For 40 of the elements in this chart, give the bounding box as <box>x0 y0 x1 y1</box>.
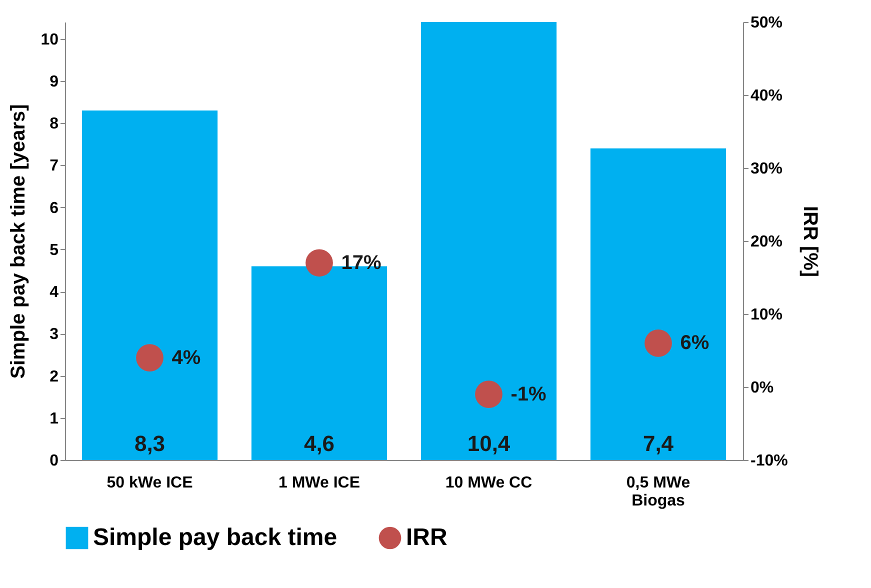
x-tick-label: 50 kWe ICE <box>106 474 194 492</box>
legend-label: IRR <box>406 524 448 551</box>
bar <box>82 110 218 460</box>
legend-label: Simple pay back time <box>93 524 338 551</box>
y-tick-label: 2 <box>50 368 59 386</box>
y2-tick-label: 50% <box>750 14 783 32</box>
y2-tick-label: 10% <box>750 306 783 324</box>
y-tick-label: 5 <box>50 242 59 259</box>
y-tick-label: 7 <box>50 158 59 175</box>
y-tick-label: 0 <box>50 452 59 470</box>
y2-tick-label: 20% <box>750 234 783 250</box>
x-tick-label: 0,5 MWe Biogas <box>626 474 690 510</box>
point <box>475 380 502 408</box>
data-label: 7,4 <box>642 431 674 456</box>
point <box>644 330 672 357</box>
y2-tick-label: -10% <box>750 452 788 470</box>
point <box>136 344 164 372</box>
x-tick-label: 10 MWe CC <box>445 474 533 492</box>
bar <box>590 148 726 460</box>
data-label: 4% <box>172 346 201 369</box>
data-label: 8,3 <box>134 431 166 456</box>
y-tick-label: 4 <box>50 284 59 302</box>
y-tick-label: 8 <box>50 116 59 133</box>
y-tick-label: 9 <box>50 73 59 90</box>
bar <box>420 22 557 460</box>
data-label: 6% <box>680 332 710 354</box>
y-tick-label: 1 <box>50 410 59 428</box>
y-axis-title: Simple pay back time [years] <box>8 104 30 379</box>
x-tick-label: 1 MWe ICE <box>278 474 360 492</box>
y2-axis-title: IRR [%] <box>798 206 821 278</box>
data-label: 10,4 <box>467 431 511 456</box>
data-label: -1% <box>510 383 547 406</box>
y2-tick-label: 30% <box>750 160 783 178</box>
data-label: 4,6 <box>304 431 335 456</box>
y2-tick-label: 0% <box>750 380 774 396</box>
y-tick-label: 3 <box>50 326 59 344</box>
y2-tick-label: 40% <box>750 88 783 104</box>
point <box>306 249 333 277</box>
y-tick-label: 10 <box>40 31 59 48</box>
y-tick-label: 6 <box>50 200 59 217</box>
